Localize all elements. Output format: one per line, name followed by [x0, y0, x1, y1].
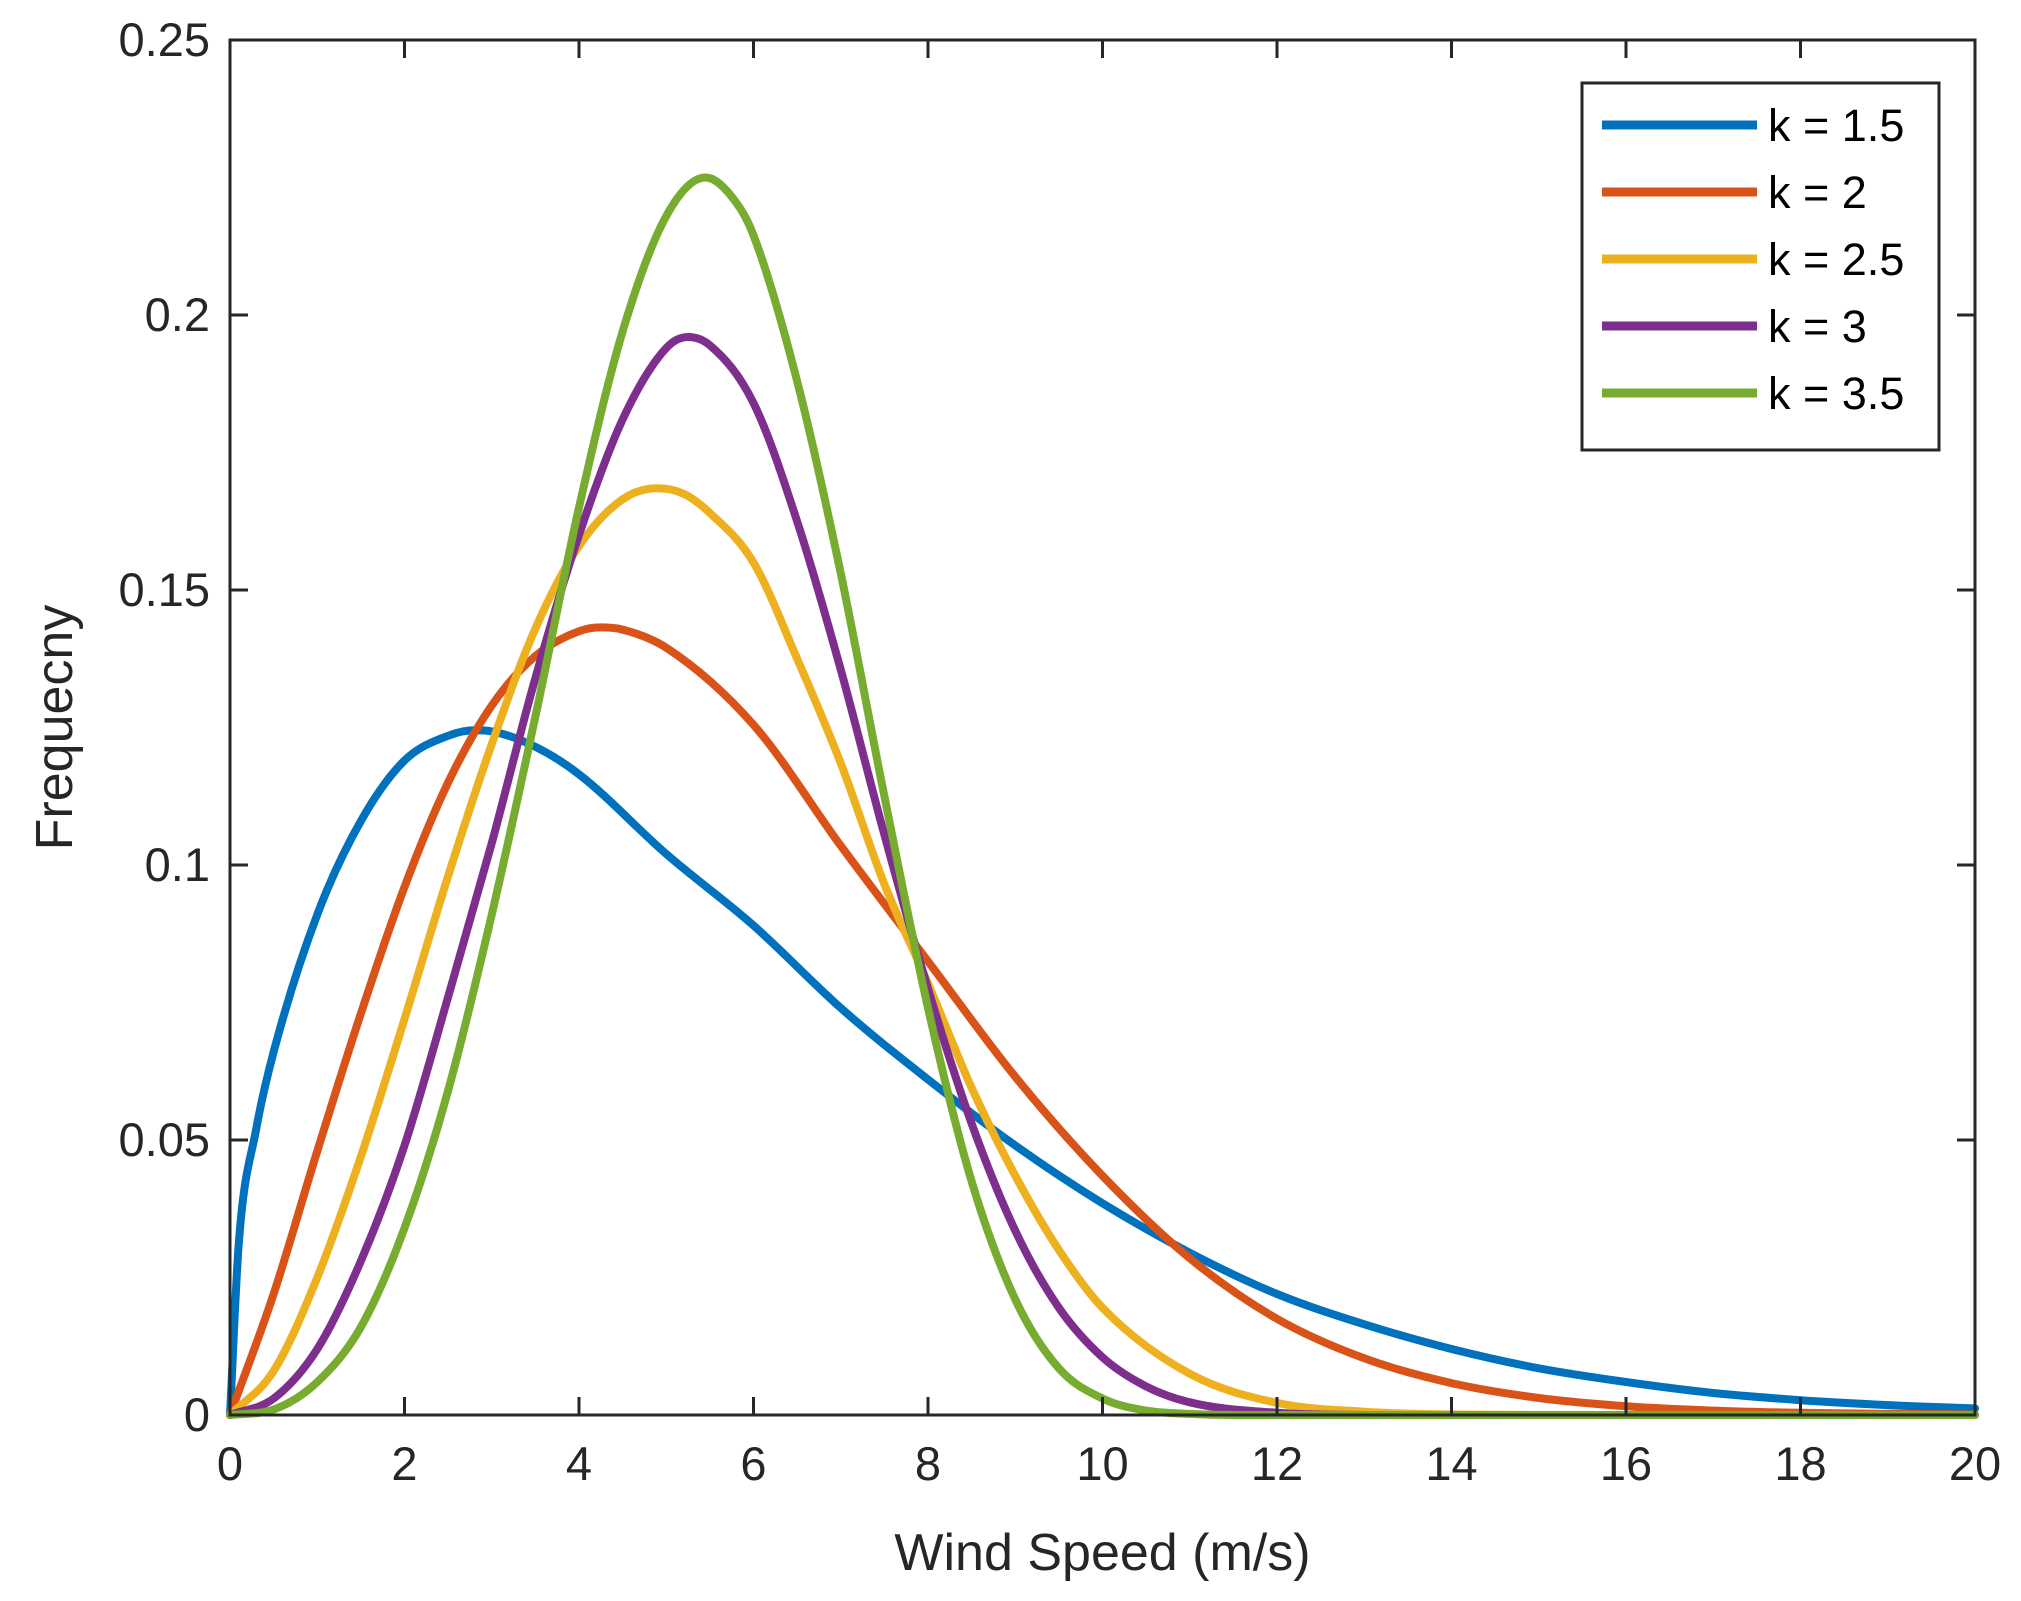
series-line-3 — [226, 484, 1979, 1420]
x-axis-title: Wind Speed (m/s) — [894, 1524, 1310, 1582]
x-tick-label: 0 — [217, 1437, 243, 1490]
y-tick-label: 0.15 — [119, 563, 210, 616]
y-axis-title: Frequecny — [26, 605, 84, 851]
tick-layer: 0 2 4 6 8 10 12 14 16 18 20 0 0.05 0.1 0.15 0.2 0.25 — [119, 13, 2002, 1490]
x-tick-label: 2 — [391, 1437, 417, 1490]
legend-label-3: k = 2.5 — [1768, 234, 1904, 285]
series-line-4 — [226, 333, 1979, 1420]
legend: k = 1.5 k = 2 k = 2.5 k = 3 k = 3.5 — [1580, 81, 1941, 452]
x-tick-label: 16 — [1600, 1437, 1652, 1490]
legend-label-1: k = 1.5 — [1768, 100, 1904, 151]
y-tick-label: 0.25 — [119, 13, 210, 66]
series-line-2 — [226, 623, 1979, 1419]
x-tick-label: 8 — [915, 1437, 941, 1490]
y-tick-label: 0.1 — [145, 838, 210, 891]
series-line-1 — [226, 726, 1979, 1419]
x-tick-label: 20 — [1949, 1437, 2001, 1490]
x-tick-label: 12 — [1251, 1437, 1303, 1490]
y-tick-label: 0 — [184, 1388, 210, 1441]
legend-label-2: k = 2 — [1768, 167, 1867, 218]
x-tick-label: 10 — [1076, 1437, 1128, 1490]
x-tick-label: 4 — [566, 1437, 592, 1490]
y-tick-label: 0.05 — [119, 1113, 210, 1166]
x-tick-label: 14 — [1425, 1437, 1477, 1490]
x-tick-label: 6 — [740, 1437, 766, 1490]
y-tick-label: 0.2 — [145, 288, 210, 341]
legend-label-5: k = 3.5 — [1768, 368, 1904, 419]
legend-label-4: k = 3 — [1768, 301, 1867, 352]
x-tick-label: 18 — [1774, 1437, 1826, 1490]
